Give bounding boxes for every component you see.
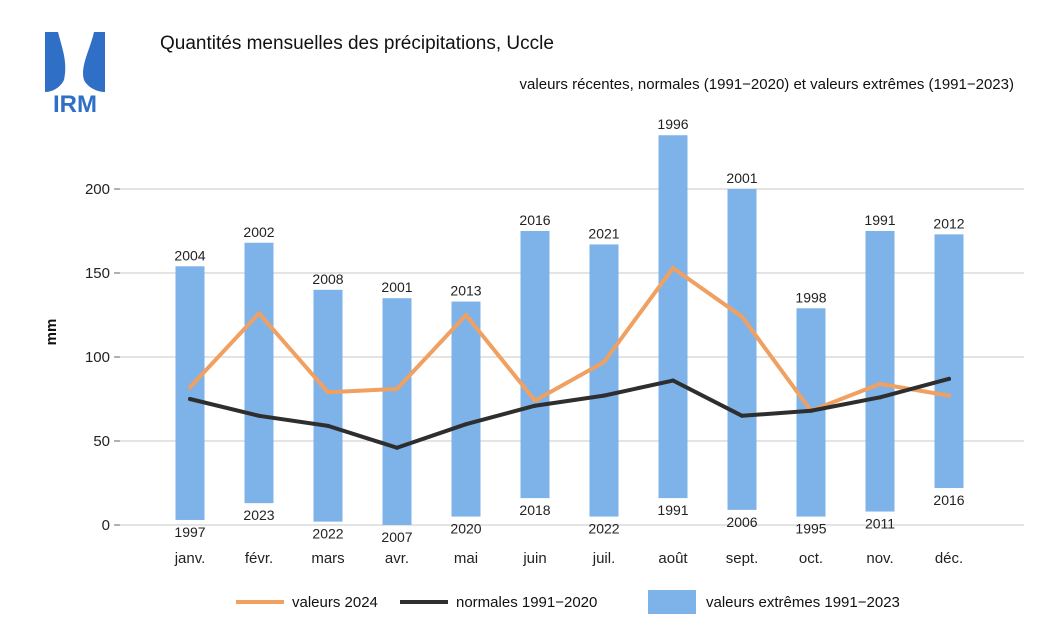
x-tick-label-11: déc. — [935, 550, 963, 567]
min-year-label-10: 2011 — [865, 516, 895, 532]
line-2024 — [188, 265, 951, 413]
legend-swatch-normals — [400, 600, 448, 604]
min-year-label-11: 2016 — [933, 492, 964, 508]
line-normals-point-1 — [257, 413, 261, 418]
x-tick-label-10: nov. — [866, 550, 893, 567]
line-2024-point-11 — [947, 393, 951, 398]
bar-1 — [244, 242, 274, 504]
line-normals-point-7 — [671, 378, 675, 383]
y-tick-label-200: 200 — [85, 181, 110, 198]
series-lines — [188, 265, 951, 450]
extreme-bars — [175, 135, 964, 525]
legend-swatch-2024 — [236, 600, 284, 604]
logo-emblem-right — [83, 32, 105, 92]
min-year-label-7: 1991 — [657, 502, 688, 518]
min-year-label-5: 2018 — [519, 502, 550, 518]
line-2024-point-7 — [671, 265, 675, 270]
min-year-label-4: 2020 — [450, 521, 481, 537]
line-normals-point-5 — [533, 403, 537, 408]
line-2024-point-1 — [257, 311, 261, 316]
max-year-label-4: 2013 — [450, 283, 481, 299]
max-year-label-1: 2002 — [243, 224, 274, 240]
max-year-label-5: 2016 — [519, 212, 550, 228]
axes: 0 50 100 150 200 mm janv. févr. mars avr. mai juin j… — [43, 181, 963, 567]
x-tick-label-2: mars — [311, 550, 344, 567]
irm-logo: IRM — [45, 32, 105, 115]
line-2024-point-3 — [395, 386, 399, 391]
logo-emblem-left — [45, 32, 66, 92]
line-normals-point-11 — [947, 376, 951, 381]
line-normals-point-9 — [809, 408, 813, 413]
legend-item-extremes[interactable]: valeurs extrêmes 1991−2023 — [648, 588, 900, 616]
bar-5 — [520, 231, 550, 499]
min-year-label-2: 2022 — [312, 526, 343, 542]
max-year-label-6: 2021 — [588, 225, 619, 241]
chart-title: Quantités mensuelles des précipitations,… — [160, 33, 554, 54]
max-year-label-10: 1991 — [864, 212, 895, 228]
x-tick-label-3: avr. — [385, 550, 409, 567]
min-year-label-0: 1997 — [174, 524, 205, 540]
line-normals-point-10 — [878, 395, 882, 400]
bar-11 — [934, 234, 964, 489]
legend-label-normals: normales 1991−2020 — [456, 593, 598, 611]
y-tick-label-50: 50 — [93, 433, 110, 450]
data-labels: 2004 1997 2002 2023 2008 2022 2001 2007 2013 2020… — [174, 116, 964, 545]
x-tick-label-4: mai — [454, 550, 478, 567]
max-year-label-3: 2001 — [381, 279, 412, 295]
legend-swatch-extremes — [648, 590, 696, 614]
min-year-label-8: 2006 — [726, 514, 757, 530]
x-tick-label-6: juil. — [592, 550, 616, 567]
line-2024-point-5 — [533, 398, 537, 403]
x-tick-label-8: sept. — [726, 550, 759, 567]
bar-0 — [175, 266, 205, 520]
bar-8 — [727, 189, 757, 510]
legend-label-2024: valeurs 2024 — [292, 593, 378, 611]
line-2024-point-0 — [188, 385, 192, 390]
line-normals-point-2 — [326, 423, 330, 428]
legend: valeurs 2024 normales 1991−2020 valeurs … — [0, 588, 1061, 618]
x-tick-label-7: août — [658, 550, 688, 567]
line-normals-point-4 — [464, 422, 468, 427]
logo-text: IRM — [53, 91, 97, 115]
max-year-label-0: 2004 — [174, 247, 205, 263]
y-tick-label-100: 100 — [85, 349, 110, 366]
min-year-label-9: 1995 — [795, 521, 826, 537]
legend-item-normals[interactable]: normales 1991−2020 — [400, 588, 597, 616]
line-2024-point-8 — [740, 314, 744, 319]
line-2024-point-4 — [464, 313, 468, 317]
y-axis-label: mm — [43, 319, 60, 346]
max-year-label-7: 1996 — [657, 116, 688, 132]
bar-3 — [382, 298, 412, 525]
bar-2 — [313, 289, 343, 522]
min-year-label-3: 2007 — [381, 529, 412, 545]
line-2024-point-6 — [602, 360, 606, 365]
chart-subtitle: valeurs récentes, normales (1991−2020) e… — [519, 76, 1014, 93]
line-normals-point-0 — [188, 397, 192, 401]
max-year-label-8: 2001 — [726, 170, 757, 186]
bar-10 — [865, 231, 895, 512]
x-tick-label-0: janv. — [174, 550, 206, 567]
bar-7 — [658, 135, 688, 499]
line-2024-point-10 — [878, 381, 882, 386]
line-normals-point-3 — [395, 445, 399, 450]
line-2024-point-2 — [326, 390, 330, 395]
max-year-label-9: 1998 — [795, 289, 826, 305]
min-year-label-6: 2022 — [588, 521, 619, 537]
y-tick-label-0: 0 — [102, 517, 110, 534]
line-normals-point-6 — [602, 393, 606, 398]
bar-4 — [451, 301, 481, 517]
bar-6 — [589, 244, 619, 517]
max-year-label-11: 2012 — [933, 215, 964, 231]
x-tick-label-9: oct. — [799, 550, 823, 567]
x-tick-label-1: févr. — [245, 550, 273, 567]
precipitation-chart: 2004 1997 2002 2023 2008 2022 2001 2007 2013 2020… — [43, 116, 1024, 567]
min-year-label-1: 2023 — [243, 507, 274, 523]
legend-item-2024[interactable]: valeurs 2024 — [236, 588, 378, 616]
x-tick-label-5: juin — [522, 550, 546, 567]
line-normals — [188, 376, 951, 450]
legend-label-extremes: valeurs extrêmes 1991−2023 — [706, 593, 900, 611]
line-normals-point-8 — [740, 413, 744, 418]
y-tick-label-150: 150 — [85, 265, 110, 282]
max-year-label-2: 2008 — [312, 271, 343, 287]
